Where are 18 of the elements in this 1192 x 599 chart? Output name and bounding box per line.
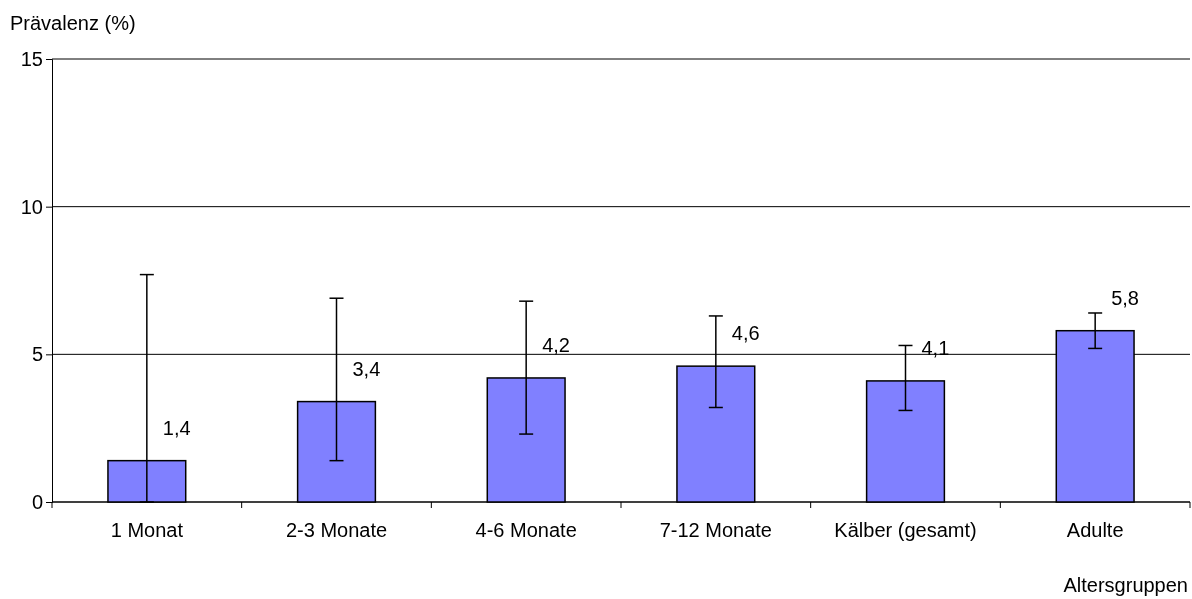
x-tick-label: 2-3 Monate — [285, 519, 388, 541]
data-label: 3,4 — [352, 357, 381, 380]
data-label: 4,2 — [542, 333, 570, 356]
y-tick-label: 15 — [20, 47, 43, 70]
data-label: 4,1 — [921, 336, 950, 359]
x-tick-label: Kälber (gesamt) — [834, 519, 977, 541]
y-tick-label: 0 — [31, 490, 43, 513]
y-axis-title: Prävalenz (%) — [10, 12, 136, 34]
data-label: 5,8 — [1111, 286, 1139, 309]
x-tick-label: 4-6 Monate — [475, 519, 577, 541]
x-tick-label: 7-12 Monate — [659, 519, 772, 541]
x-axis-title: Altersgruppen — [1063, 574, 1188, 596]
x-tick-label: 1 Monat — [110, 519, 184, 541]
y-tick-label: 5 — [31, 343, 43, 366]
data-label: 1,4 — [162, 416, 191, 439]
x-tick-label: Adulte — [1066, 519, 1124, 541]
y-tick-label: 10 — [20, 195, 43, 218]
data-label: 4,6 — [731, 322, 760, 345]
